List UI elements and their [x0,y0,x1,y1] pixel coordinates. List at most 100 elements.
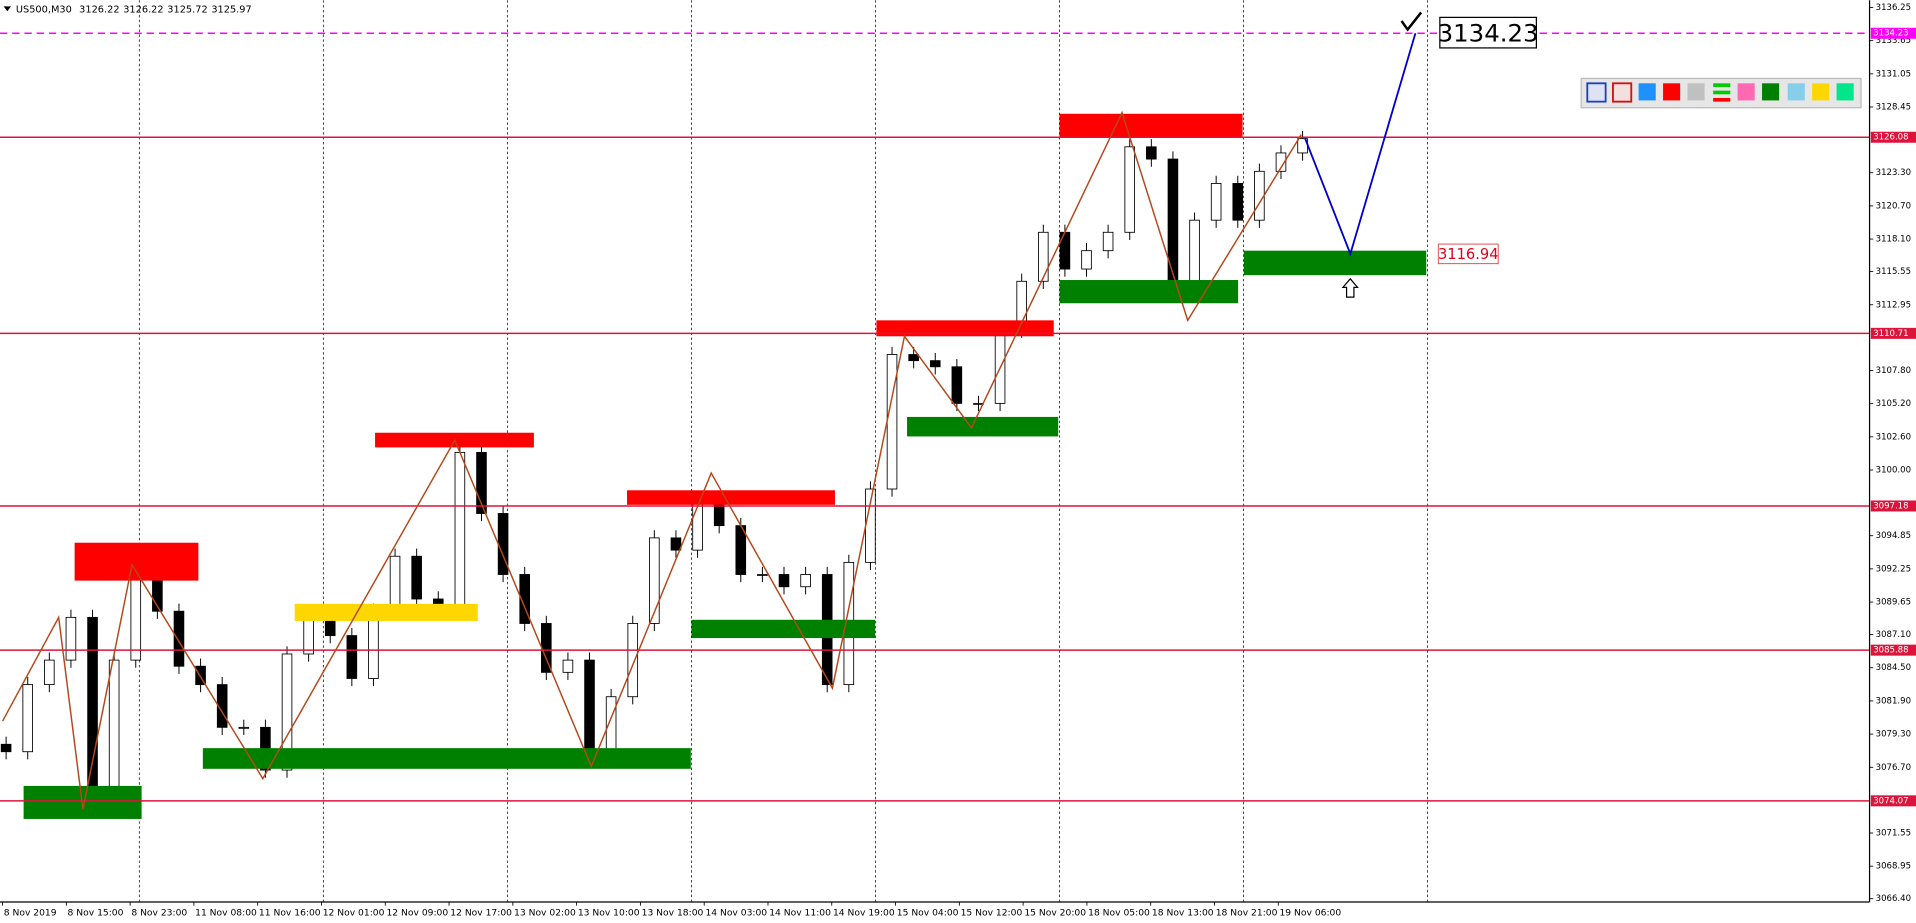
color-swatch[interactable] [1713,83,1731,87]
candle-body [649,537,660,624]
candle-body [1189,219,1200,282]
up-arrow [1341,277,1359,298]
candle-body [778,574,790,588]
candle-body [44,659,55,686]
level-label: 3085.88 [1873,646,1908,656]
y-tick-label: 3131.05 [1876,69,1911,79]
color-swatch[interactable] [1812,83,1830,101]
candle-body [411,555,422,600]
color-swatch[interactable] [1638,83,1656,101]
y-tick-label: 3102.60 [1876,432,1911,442]
level-label-bg [1870,327,1916,339]
candle-body [670,537,682,551]
y-tick-label: 3136.25 [1876,3,1911,13]
candle-body [908,354,919,362]
color-swatch[interactable] [1737,83,1755,101]
candle-body [454,451,466,612]
candle-body [1146,146,1157,160]
y-tick-label: 3094.85 [1876,531,1911,541]
level-label-bg [1870,131,1916,143]
x-tick-label: 12 Nov 01:00 [323,907,385,918]
x-tick-label: 15 Nov 04:00 [897,907,959,918]
candle-body [627,623,639,698]
level-label-bg [1870,500,1916,512]
candle-body [541,623,552,673]
candle-body [886,354,898,490]
low: 3125.72 [167,4,207,15]
color-swatch [1713,97,1731,102]
y-tick-label: 3128.45 [1876,103,1911,113]
header: US500,M30 3126.22 3126.22 3125.72 3125.97 [16,4,252,15]
candle-body [800,574,811,588]
y-tick-label: 3066.40 [1876,894,1911,904]
zone [627,490,835,505]
x-tick-label: 14 Nov 11:00 [769,907,831,918]
x-tick-label: 11 Nov 08:00 [195,907,257,918]
candle-body [346,635,358,679]
x-tick-label: 18 Nov 13:00 [1152,907,1214,918]
candle-body [519,574,530,624]
y-tick-label: 3133.65 [1876,36,1911,46]
candle-body [713,500,725,527]
y-tick-label: 3118.10 [1876,235,1911,245]
candle-body [22,684,34,753]
color-swatch[interactable] [1836,83,1854,101]
x-tick-label: 8 Nov 2019 [4,907,57,918]
candle-body [1124,146,1136,233]
zone [907,416,1059,437]
level-label: 3074.07 [1873,796,1908,806]
check-mark [1400,11,1423,32]
projection-line [1304,33,1417,257]
color-swatch[interactable] [1687,83,1705,101]
y-tick-label: 3123.30 [1876,168,1911,178]
support-label: 3116.94 [1438,246,1499,263]
level-label: 3097.18 [1873,501,1908,511]
x-tick-label: 18 Nov 21:00 [1216,907,1278,918]
candle-body [195,665,206,686]
color-swatch[interactable] [1787,83,1805,101]
x-tick-label: 18 Nov 05:00 [1088,907,1150,918]
color-swatch[interactable] [1586,82,1607,103]
color-swatch[interactable] [1762,83,1780,101]
candle-body [951,366,963,404]
level-label: 3134.23 [1873,29,1908,39]
y-tick-label: 3068.95 [1876,862,1911,872]
plot [0,32,1870,819]
x-tick-label: 14 Nov 03:00 [705,907,767,918]
candle-body [1081,250,1092,270]
x-tick-label: 19 Nov 06:00 [1279,907,1341,918]
color-swatch[interactable] [1663,83,1681,101]
support-box [1437,243,1499,265]
candle-body [368,610,379,679]
x-tick-label: 13 Nov 02:00 [514,907,576,918]
x-tick-label: 8 Nov 15:00 [68,907,124,918]
zigzag-line [1,110,1302,810]
candle-body [0,743,12,753]
candle-body [757,574,768,576]
color-swatch[interactable] [1612,82,1633,103]
candle-body [692,500,703,551]
candle-body [1275,152,1287,172]
zone [1243,250,1427,276]
candle-body [1232,183,1244,221]
candle-body [1210,183,1222,221]
symbol: US500,M30 [16,4,72,15]
zone [876,320,1054,337]
zone [1059,113,1243,137]
zone [202,748,691,769]
target-label: 3134.23 [1438,18,1539,47]
candle-body [303,616,314,655]
y-tick-label: 3081.90 [1876,696,1911,706]
candle-body [476,451,487,514]
symbol-menu[interactable] [3,6,11,12]
candle-body [108,659,120,808]
candle-body [238,726,250,729]
y-tick-label: 3084.50 [1876,663,1911,673]
candle-body [173,610,185,667]
x-tick-label: 12 Nov 17:00 [450,907,512,918]
y-tick-label: 3100.00 [1876,465,1911,475]
y-tick-label: 3071.55 [1876,828,1911,838]
